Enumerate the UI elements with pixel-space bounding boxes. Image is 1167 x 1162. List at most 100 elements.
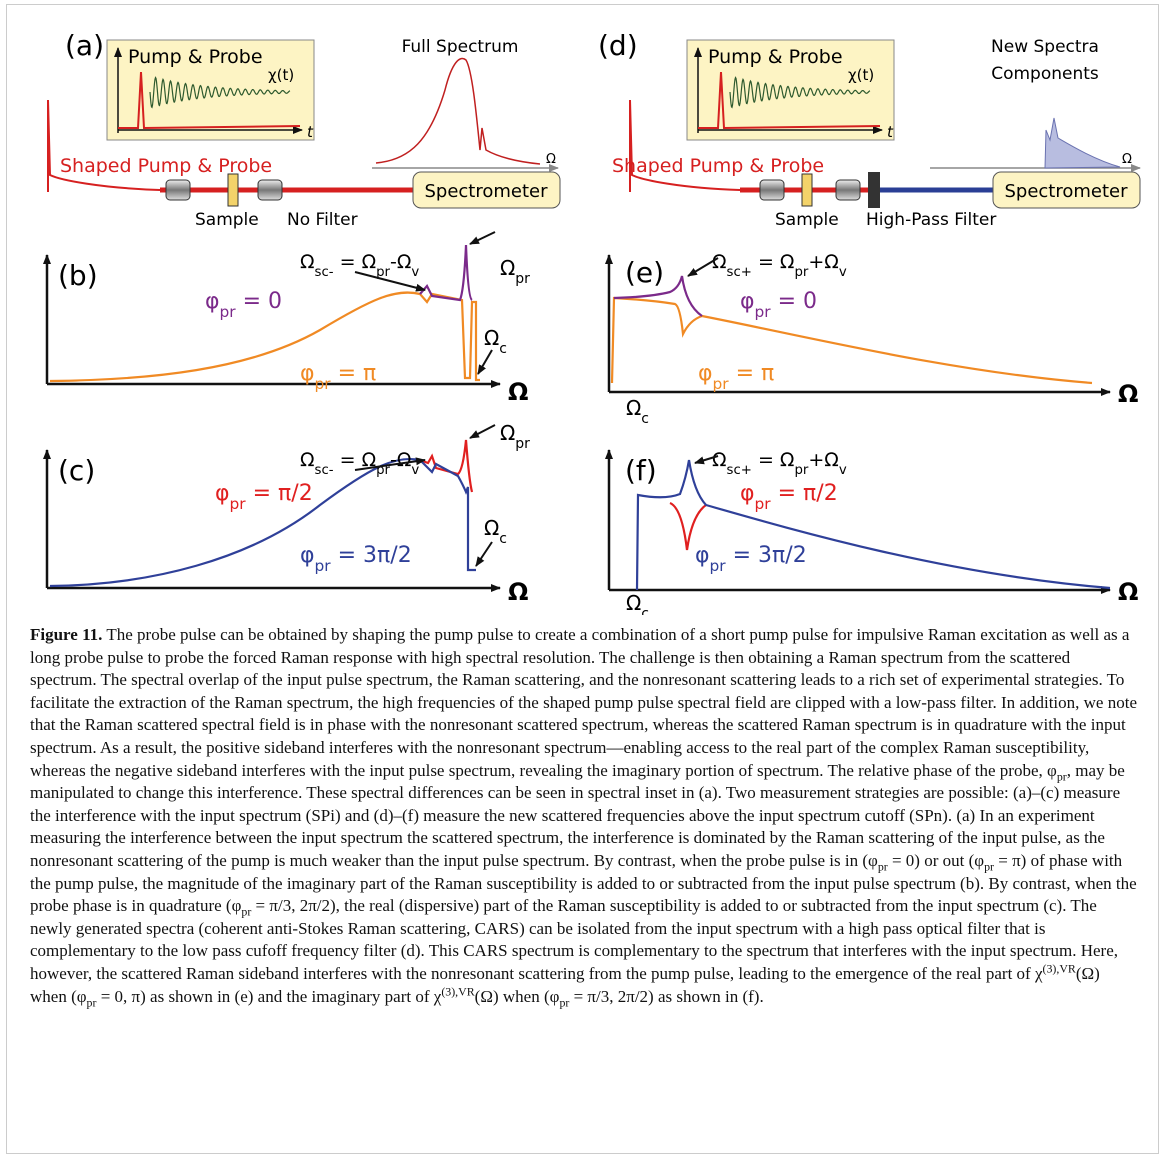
subscript: pr xyxy=(794,265,808,280)
curve xyxy=(669,501,707,551)
pulse xyxy=(698,71,881,130)
c-label: Ωc xyxy=(484,516,507,547)
subscript: pr xyxy=(755,495,772,513)
pr-label: Ωpr xyxy=(500,421,530,452)
subscript: c xyxy=(641,606,649,615)
filter-label: No Filter xyxy=(287,210,358,230)
text-part: = π/2 xyxy=(771,481,838,506)
frame xyxy=(6,4,1159,1154)
subscript: sc+ xyxy=(727,265,752,280)
panel-a: (a) Pump & Probe χ(t) t Shaped Pump & Pr… xyxy=(47,29,561,230)
caption-superscript: (3),VR xyxy=(441,983,475,998)
spectrometer xyxy=(412,171,561,209)
panel-label: (a) xyxy=(65,29,104,62)
lens xyxy=(759,179,785,201)
text-part: Ω xyxy=(484,326,499,350)
curve xyxy=(635,459,1111,591)
arrow xyxy=(477,349,493,375)
text-part: = 3π/2 xyxy=(726,543,807,568)
text-part: Ω xyxy=(712,449,727,471)
beam-label: Shaped Pump & Probe xyxy=(612,155,824,177)
text-part: φ xyxy=(300,543,315,568)
c-label: Ωc xyxy=(626,591,649,615)
curve xyxy=(419,244,473,302)
oscillation xyxy=(729,76,871,109)
sample xyxy=(227,173,239,207)
phase-label: φpr = 0 xyxy=(740,289,817,321)
caption-text: = 0, π) as shown in (e) and the imaginar… xyxy=(96,986,442,1006)
annotation: Ωsc+ = Ωpr+Ωv xyxy=(712,449,847,478)
lens xyxy=(835,179,861,201)
panel-b: (b) Ωsc- = Ωpr-Ωv Ωpr Ωc φpr = 0 φpr = π… xyxy=(43,231,530,406)
inset-title: Pump & Probe xyxy=(128,46,263,68)
panel-label: (e) xyxy=(625,256,664,289)
arrow xyxy=(475,541,493,567)
subscript: pr xyxy=(315,375,332,393)
text-part: φ xyxy=(740,289,755,314)
arrow xyxy=(354,457,426,471)
phase-label: φpr = 0 xyxy=(205,289,282,321)
c-label: Ωc xyxy=(626,396,649,427)
filter xyxy=(868,172,880,208)
text-part: Ω xyxy=(500,256,515,280)
chi-label: χ(t) xyxy=(268,66,294,84)
subscript: v xyxy=(411,463,419,478)
figure: (a) Pump & Probe χ(t) t Shaped Pump & Pr… xyxy=(43,29,1141,615)
omega-label: Ω xyxy=(1118,380,1138,408)
phase-label: φpr = 3π/2 xyxy=(300,543,412,575)
text-part: Ω xyxy=(712,251,727,273)
text-part: φ xyxy=(205,289,220,314)
curve xyxy=(610,296,1093,385)
subscript: pr xyxy=(376,265,390,280)
phase-label: φpr = 3π/2 xyxy=(695,543,807,575)
subscript: pr xyxy=(713,375,730,393)
sample xyxy=(801,173,813,207)
curve xyxy=(613,275,703,317)
chi-label: χ(t) xyxy=(848,66,874,84)
caption-subscript: pr xyxy=(559,994,570,1009)
subscript: sc- xyxy=(315,463,334,478)
subscript: v xyxy=(839,463,847,478)
text-part: = π/2 xyxy=(246,481,313,506)
lens xyxy=(165,179,191,201)
text-part: Ω xyxy=(626,591,641,615)
caption-subscript: pr xyxy=(984,859,994,874)
subscript: pr xyxy=(794,463,808,478)
text-part: = 0 xyxy=(771,289,817,314)
spectrum xyxy=(375,57,541,165)
caption-subscript: pr xyxy=(241,904,252,919)
subscript: v xyxy=(839,265,847,280)
subscript: pr xyxy=(220,303,237,321)
subscript: pr xyxy=(515,436,530,452)
t-label: t xyxy=(887,123,894,141)
caption-text: , may be manipulated to change this inte… xyxy=(30,760,1125,870)
text-part: Ω xyxy=(626,396,641,420)
phase-label: φpr = π/2 xyxy=(215,481,313,513)
subscript: pr xyxy=(515,271,530,287)
text-part: φ xyxy=(300,361,315,386)
arrow xyxy=(469,424,496,439)
text-part: = π xyxy=(729,361,775,386)
panel-d: (d) Pump & Probe χ(t) t Shaped Pump & Pr… xyxy=(598,29,1141,230)
filter-label: High-Pass Filter xyxy=(866,210,996,230)
curve xyxy=(49,291,480,383)
curve xyxy=(49,457,476,588)
caption-text: (Ω) when (φ xyxy=(474,986,560,1006)
text-part: φ xyxy=(698,361,713,386)
omega-label: Ω xyxy=(508,378,528,406)
panel-e: (e) Ωsc+ = Ωpr+Ωv Ωc φpr = 0 φpr = π Ω xyxy=(605,251,1138,427)
spectrometer-label: Spectrometer xyxy=(1004,181,1128,202)
pulse xyxy=(118,71,301,130)
subscript: pr xyxy=(230,495,247,513)
text-part: +Ω xyxy=(808,251,838,273)
c-label: Ωc xyxy=(484,326,507,357)
spectrum-title: Full Spectrum xyxy=(402,37,519,57)
text-part: φ xyxy=(215,481,230,506)
spectrometer xyxy=(992,171,1141,209)
caption-label: Figure 11. xyxy=(30,625,103,644)
text-part: φ xyxy=(740,481,755,506)
sample-label: Sample xyxy=(195,210,259,230)
omega-label: Ω xyxy=(1118,578,1138,606)
spectrometer-label: Spectrometer xyxy=(424,181,548,202)
phase-label: φpr = π xyxy=(300,361,376,393)
